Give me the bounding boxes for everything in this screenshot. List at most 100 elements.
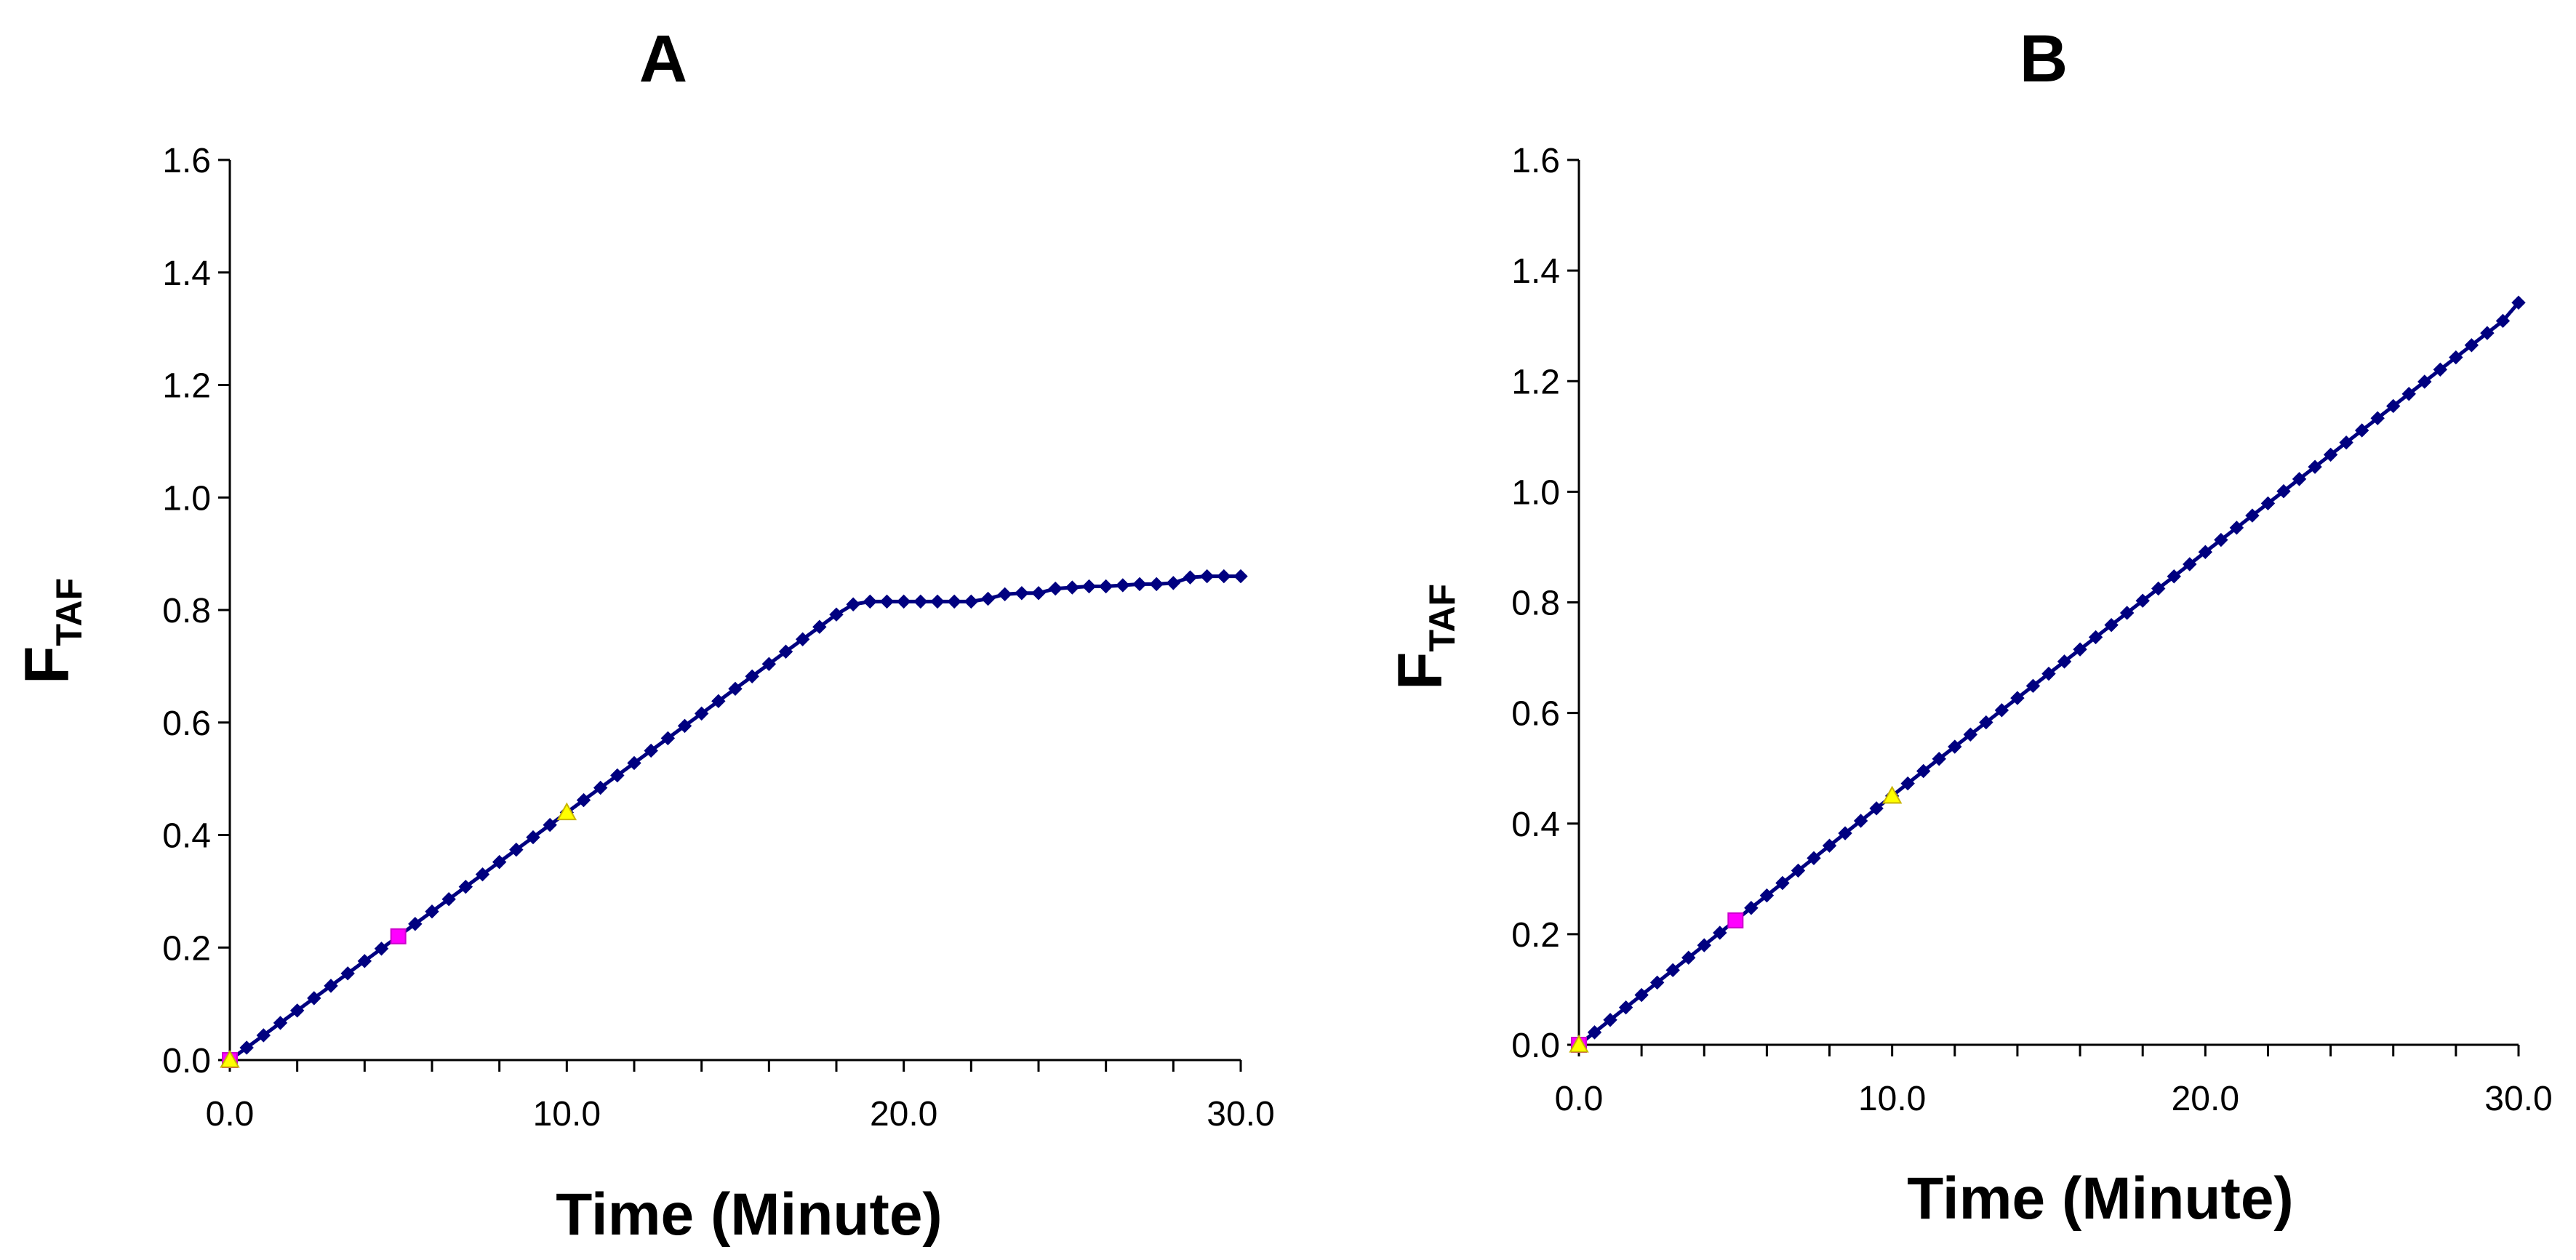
data-point-diamond [307, 991, 321, 1006]
data-point-triangle [556, 802, 577, 821]
data-point-diamond [509, 842, 524, 857]
data-point-diamond [1979, 715, 1993, 730]
data-point-diamond [1916, 763, 1931, 779]
data-point-diamond [2167, 569, 2181, 584]
data-point-diamond [610, 768, 625, 783]
y-tick-label: 0.4 [162, 817, 211, 856]
data-point-diamond [2339, 435, 2353, 450]
data-point-diamond [2292, 472, 2307, 486]
data-point-diamond [2088, 630, 2103, 645]
y-tick-label: 1.2 [1511, 363, 1560, 401]
data-point-diamond [256, 1028, 271, 1043]
data-point-diamond [1217, 569, 1231, 584]
data-point-diamond [2276, 483, 2291, 499]
y-tick-label: 1.0 [162, 479, 211, 518]
data-point-diamond [1932, 752, 1946, 766]
y-tick-label: 0.8 [162, 592, 211, 630]
series-line-model [228, 574, 1241, 1062]
y-tick-label: 0.8 [1511, 585, 1560, 623]
y-axis-title-sub: TAF [49, 578, 89, 646]
data-point-diamond [846, 597, 860, 611]
data-point-diamond [2449, 350, 2463, 365]
y-tick-label: 1.2 [162, 367, 211, 406]
y-tick-label: 0.0 [162, 1042, 211, 1080]
x-tick-label: 30.0 [1207, 1095, 1274, 1133]
data-point-diamond [997, 587, 1012, 602]
data-point-diamond [1183, 570, 1198, 585]
data-point-diamond [2323, 447, 2338, 462]
data-point-diamond [1618, 1000, 1633, 1015]
chart-panel-a: A FTAF Time (Minute) 0.0 0.2 0.4 0.6 0.8 1.0 1… [12, 22, 1275, 1248]
y-tick-label: 1.6 [162, 142, 211, 180]
data-point-diamond [1713, 926, 1727, 940]
data-point-diamond [1807, 851, 1821, 865]
data-point-diamond [2417, 374, 2432, 389]
data-point-diamond [745, 669, 759, 684]
data-point-diamond [593, 780, 608, 795]
data-point-diamond [492, 854, 507, 870]
data-point-diamond [2135, 593, 2150, 608]
data-point-diamond [2495, 313, 2511, 329]
plot-area: 0.0 0.2 0.4 0.6 0.8 1.0 1.2 1.4 1.6 0.0 10.0 20.0 30… [162, 142, 1274, 1133]
data-point-diamond [2025, 678, 2041, 694]
data-point-diamond [947, 594, 961, 609]
data-point-diamond [1838, 826, 1852, 840]
data-point-diamond [2433, 362, 2448, 377]
data-point-diamond [980, 591, 996, 606]
data-point-diamond [1015, 586, 1029, 601]
data-point-diamond [2151, 581, 2166, 596]
data-point-square [390, 928, 407, 944]
data-point-diamond [1649, 975, 1665, 990]
x-tick-label: 10.0 [1858, 1080, 1926, 1118]
data-point-diamond [711, 694, 726, 709]
data-point-diamond [1665, 963, 1680, 978]
data-point-diamond [441, 892, 456, 907]
data-point-diamond [1900, 776, 1915, 791]
data-point-diamond [964, 594, 979, 609]
data-point-diamond [829, 607, 844, 622]
x-axis-title: Time (Minute) [1907, 1165, 2293, 1232]
data-point-diamond [2041, 666, 2056, 681]
data-point-diamond [340, 966, 355, 981]
data-point-diamond [660, 731, 676, 746]
data-point-diamond [239, 1040, 254, 1055]
data-point-diamond [930, 594, 945, 609]
data-point-diamond [1065, 580, 1080, 595]
y-axis-title: FTAF [12, 578, 89, 684]
data-point-diamond [1166, 576, 1181, 590]
y-tick-label: 0.0 [1511, 1027, 1560, 1065]
data-point-diamond [2119, 606, 2135, 620]
y-tick-label: 1.6 [1511, 142, 1560, 180]
y-tick-label: 0.2 [1511, 916, 1560, 955]
data-point-diamond [273, 1016, 288, 1030]
data-point-diamond [357, 954, 372, 968]
data-point-diamond [289, 1003, 305, 1018]
data-point-diamond [2464, 338, 2479, 353]
data-point-diamond [2010, 691, 2025, 705]
data-point-diamond [1744, 901, 1759, 915]
data-point-square [1727, 912, 1744, 928]
data-point-diamond [2370, 411, 2385, 425]
data-point-diamond [761, 657, 777, 671]
data-point-diamond [863, 594, 878, 609]
data-point-diamond [458, 879, 473, 894]
data-point-diamond [627, 755, 641, 771]
y-axis-title-text: FTAF [12, 578, 89, 684]
data-point-diamond [475, 867, 490, 882]
data-point-diamond [2214, 532, 2228, 547]
data-point-diamond [1149, 577, 1164, 592]
data-point-diamond [2354, 423, 2369, 438]
x-tick-label: 30.0 [2484, 1080, 2552, 1118]
data-point-diamond [1759, 888, 1775, 903]
data-point-diamond [1822, 838, 1837, 853]
y-tick-label: 0.2 [162, 929, 211, 968]
data-point-diamond [374, 942, 389, 956]
data-point-diamond [1963, 727, 1978, 742]
data-point-diamond [1697, 938, 1711, 952]
chart-title: A [639, 22, 687, 96]
y-tick-label: 0.6 [162, 705, 211, 743]
data-point-diamond [879, 594, 895, 609]
data-point-diamond [2104, 617, 2119, 633]
x-tick-label: 0.0 [1555, 1080, 1604, 1118]
data-point-diamond [812, 619, 827, 634]
